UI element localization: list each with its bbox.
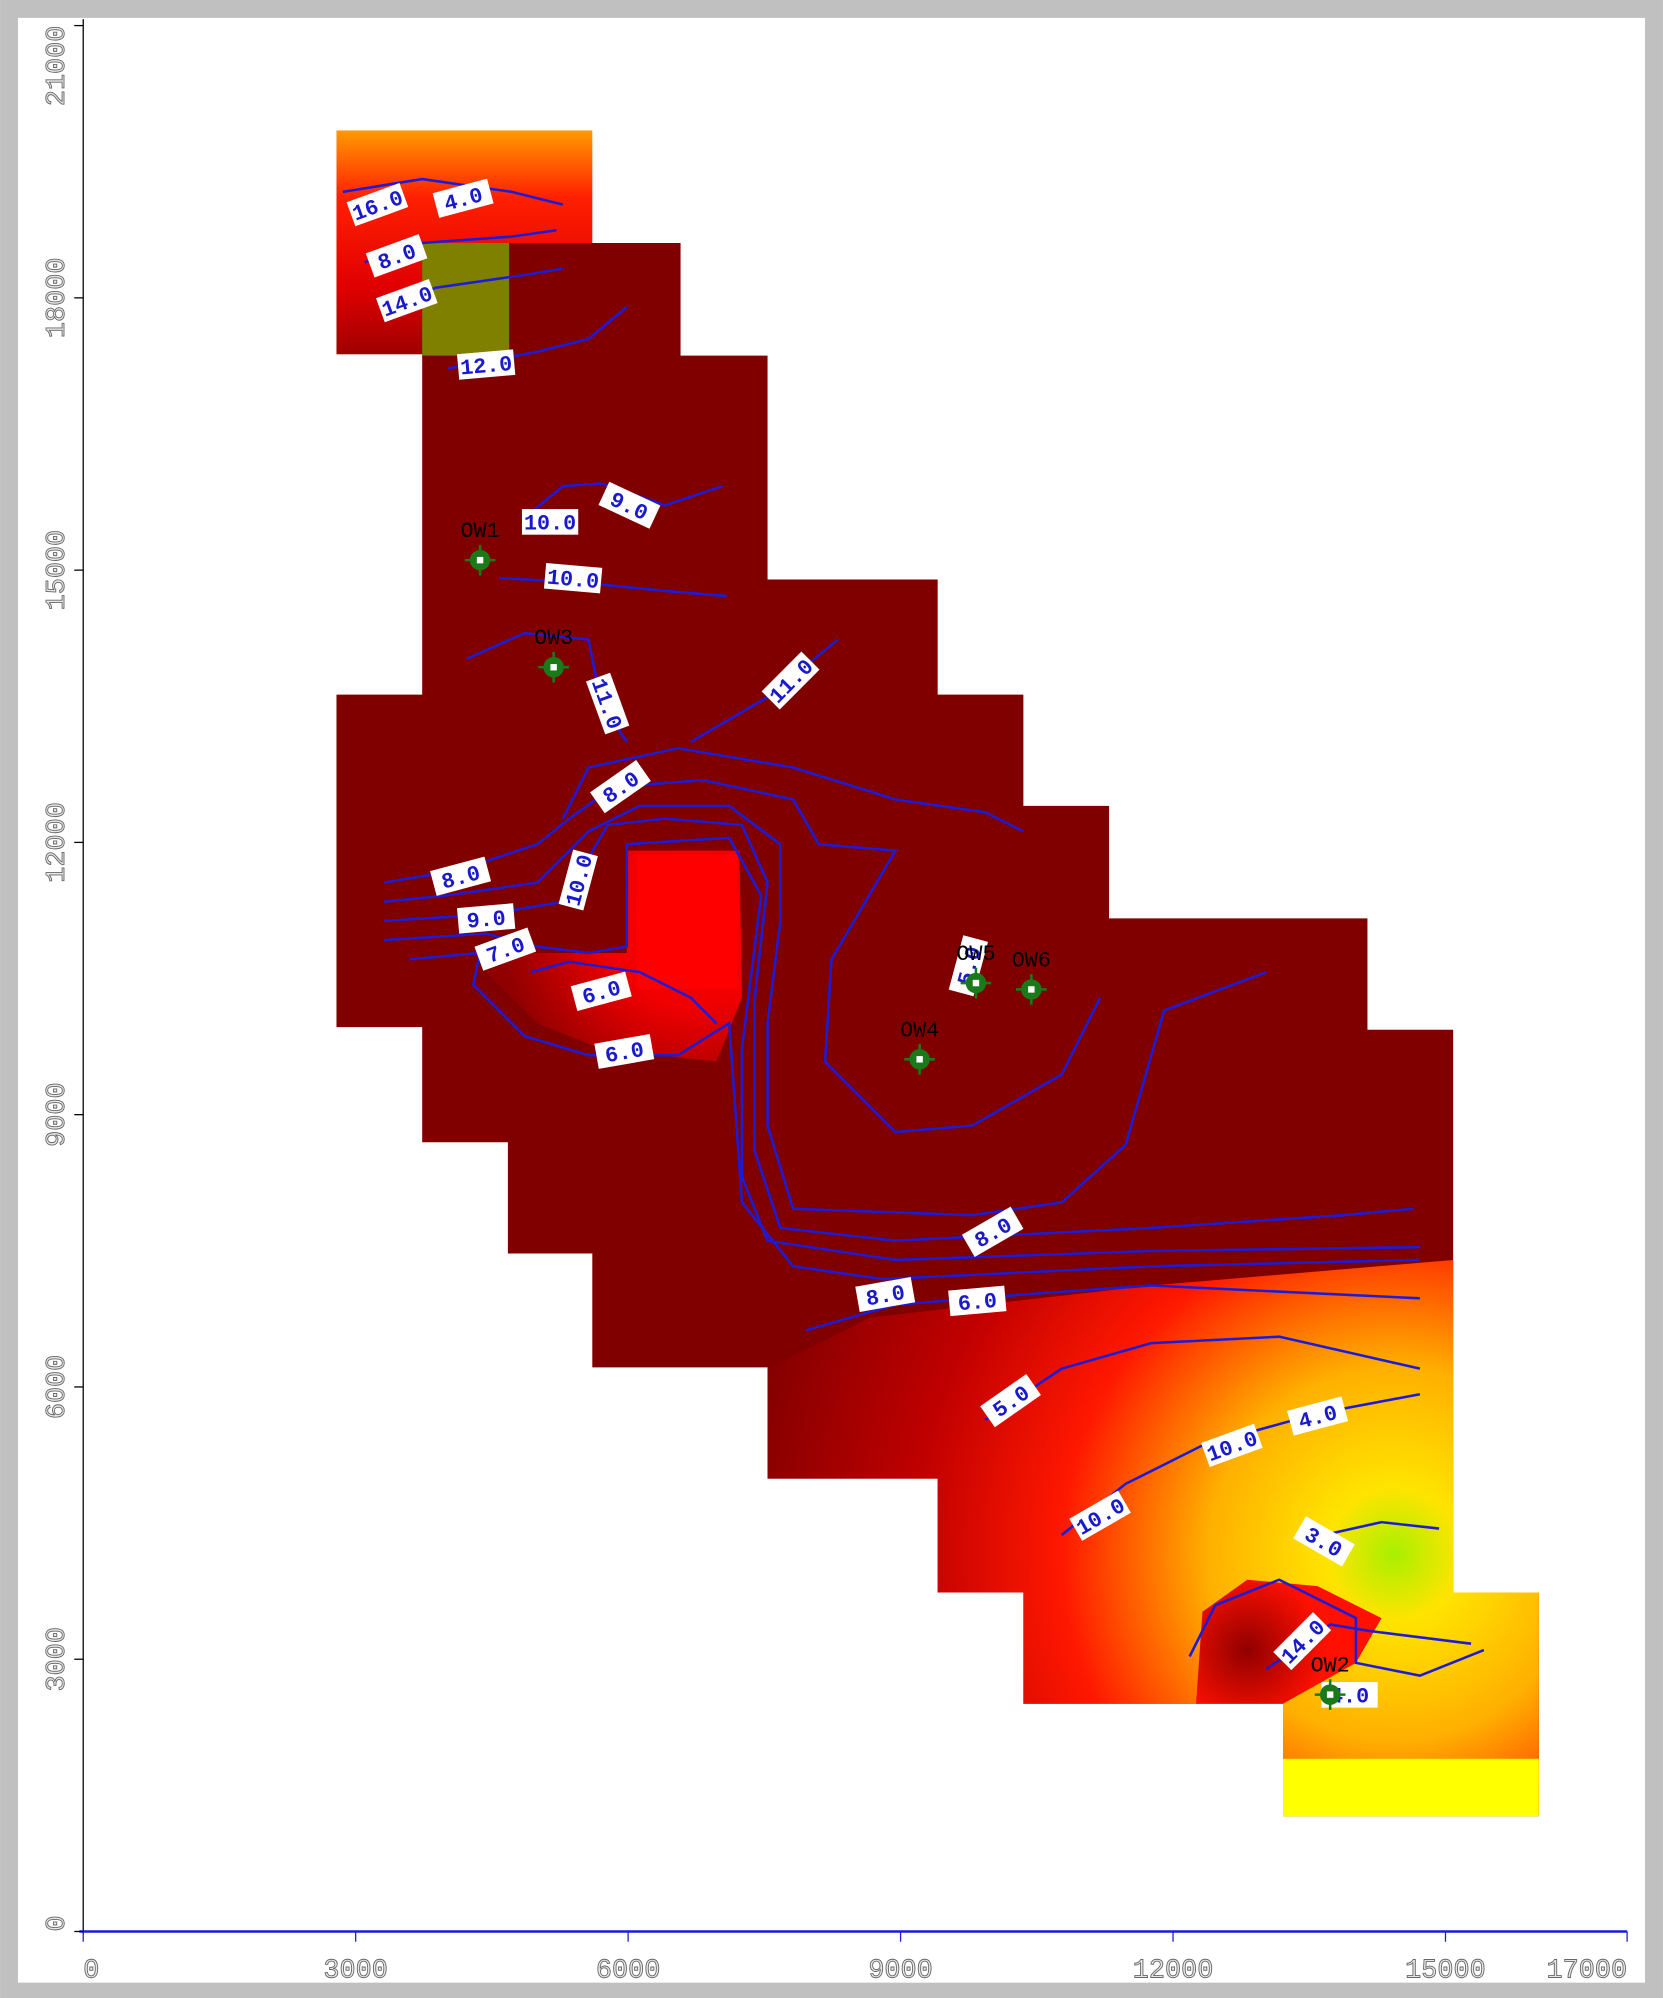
label-box xyxy=(365,234,428,278)
contour-line xyxy=(805,1284,1420,1332)
well-center xyxy=(1028,986,1035,993)
x-tick-label: 17000 xyxy=(1547,1957,1628,1987)
label-box xyxy=(598,481,661,529)
contour-line xyxy=(561,746,1024,833)
well-label: OW1 xyxy=(461,519,500,544)
label-box xyxy=(948,1285,1007,1317)
contour-label-text: 6.0 xyxy=(957,1289,998,1317)
label-box xyxy=(590,760,651,814)
well-label: OW3 xyxy=(534,626,573,651)
contour-line xyxy=(984,1335,1421,1421)
y-tick-label: 21000 xyxy=(43,26,73,107)
x-tick-label: 3000 xyxy=(323,1957,387,1987)
central-core xyxy=(637,854,737,989)
contour-line xyxy=(383,804,1267,1217)
label-box xyxy=(543,562,603,594)
label-box xyxy=(1201,1423,1263,1468)
contour-line xyxy=(1188,1578,1485,1677)
contour-label-text: 10.0 xyxy=(524,512,576,537)
contour-label: 12.0 xyxy=(456,349,516,381)
x-tick-label: 0 xyxy=(83,1957,99,1987)
contour-label-text: 9.0 xyxy=(466,906,507,934)
y-tick-label: 9000 xyxy=(43,1082,73,1146)
label-box xyxy=(474,927,537,971)
well-center xyxy=(476,556,484,564)
contour-line xyxy=(498,576,727,598)
contour-line xyxy=(409,951,1420,1281)
contour-line xyxy=(523,482,724,520)
label-box xyxy=(521,509,579,535)
y-tick-label: 0 xyxy=(43,1915,73,1931)
well-center xyxy=(550,664,557,671)
well-center xyxy=(916,1056,923,1063)
plume-zone xyxy=(767,1259,1539,1817)
contours xyxy=(342,177,1485,1677)
label-box xyxy=(456,903,516,934)
y-tick-label: 15000 xyxy=(43,530,73,611)
well-label: OW5 xyxy=(956,942,995,967)
label-box xyxy=(376,278,438,323)
y-tick-label: 12000 xyxy=(43,802,73,883)
olive-cells xyxy=(422,243,510,356)
label-box xyxy=(570,971,632,1011)
x-tick-label: 15000 xyxy=(1405,1957,1486,1987)
contour-label: 10.0 xyxy=(521,509,579,537)
label-box xyxy=(346,183,409,227)
well: OW2 xyxy=(1311,1654,1350,1710)
x-tick-label: 9000 xyxy=(868,1957,932,1987)
label-box xyxy=(558,849,598,911)
contour-line xyxy=(530,960,718,1025)
contour-label-text: 12.0 xyxy=(459,352,513,381)
label-box xyxy=(432,178,494,218)
contour-label: 6.0 xyxy=(570,971,632,1011)
label-box xyxy=(761,651,820,710)
contour-label: 6.0 xyxy=(948,1285,1007,1317)
label-box xyxy=(961,1206,1024,1257)
well-center xyxy=(1326,1691,1334,1698)
well: OW3 xyxy=(534,626,573,683)
y-tick-label: 6000 xyxy=(43,1355,73,1419)
y-tick-label: 18000 xyxy=(43,258,73,339)
label-box xyxy=(456,349,516,380)
label-box xyxy=(948,935,989,997)
label-box xyxy=(1293,1516,1355,1567)
contour-label: 4.0 xyxy=(1287,1396,1349,1436)
contour-label-text: 10.0 xyxy=(546,566,600,595)
contour-line xyxy=(1323,1520,1440,1537)
contour-label: 10.0 xyxy=(543,562,603,595)
x-tick-label: 6000 xyxy=(596,1957,660,1987)
contour-label: 9.0 xyxy=(456,903,516,935)
y-tick-label: 3000 xyxy=(43,1627,73,1691)
well-label: OW6 xyxy=(1012,948,1051,973)
x-tick-label: 12000 xyxy=(1133,1957,1214,1987)
well-label: OW2 xyxy=(1311,1654,1350,1679)
contour-line xyxy=(383,836,1420,1262)
well: OW5 xyxy=(956,942,996,999)
well: OW6 xyxy=(1012,948,1051,1005)
label-box xyxy=(430,856,492,896)
contour-line xyxy=(383,778,1102,1134)
label-box xyxy=(1069,1490,1131,1541)
well-center xyxy=(972,979,980,987)
well: OW4 xyxy=(900,1018,939,1075)
label-box xyxy=(980,1374,1041,1428)
well: OW1 xyxy=(461,519,500,576)
label-box xyxy=(1273,1612,1332,1671)
label-box xyxy=(594,1033,655,1069)
label-box xyxy=(855,1276,916,1312)
well-label: OW4 xyxy=(900,1018,939,1043)
label-box xyxy=(1287,1396,1349,1436)
yellow-zone xyxy=(1283,1758,1539,1817)
label-box xyxy=(586,672,630,735)
